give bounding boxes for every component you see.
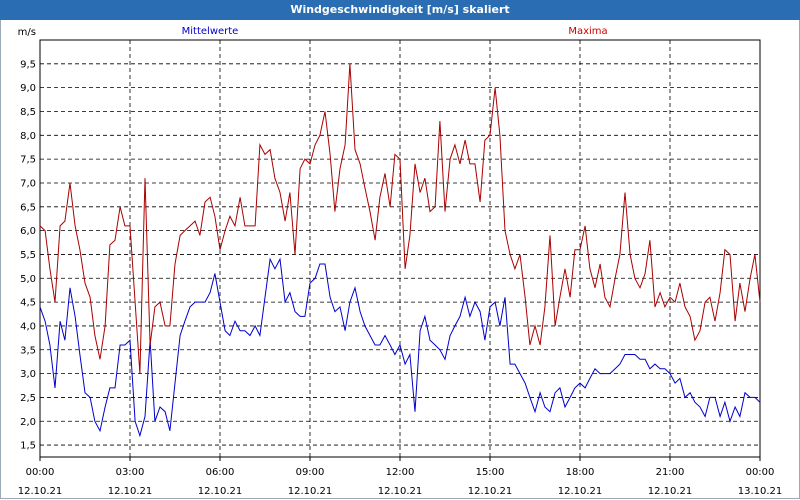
y-tick-label: 2,5 [20, 393, 36, 404]
y-tick-label: 4,5 [20, 298, 36, 309]
x-tick-label-date: 12.10.21 [648, 486, 693, 497]
y-tick-label: 5,0 [20, 274, 36, 285]
plot-area [39, 39, 761, 458]
x-tick-label-time: 09:00 [296, 467, 325, 478]
y-tick-label: 7,0 [20, 178, 36, 189]
chart-title: Windgeschwindigkeit [m/s] skaliert [0, 0, 800, 20]
x-tick-label-time: 06:00 [206, 467, 235, 478]
y-tick-label: 3,5 [20, 345, 36, 356]
series-maxima-line [39, 63, 761, 374]
y-axis-unit: m/s [18, 27, 36, 38]
legend-maxima: Maxima [568, 26, 608, 37]
y-tick-label: 6,0 [20, 226, 36, 237]
y-tick-label: 3,0 [20, 369, 36, 380]
x-tick-label-date: 12.10.21 [378, 486, 423, 497]
x-tick-label-time: 00:00 [746, 467, 775, 478]
x-tick-label-time: 18:00 [566, 467, 595, 478]
legend-mittelwerte: Mittelwerte [181, 26, 239, 37]
x-tick-label-time: 03:00 [116, 467, 145, 478]
x-tick-label-date: 12.10.21 [108, 486, 153, 497]
x-tick-label-date: 12.10.21 [288, 486, 333, 497]
x-tick-label-date: 12.10.21 [468, 486, 513, 497]
x-tick-label-time: 21:00 [656, 467, 685, 478]
y-tick-label: 9,5 [20, 59, 36, 70]
x-tick-label-time: 15:00 [476, 467, 505, 478]
x-tick-label-time: 00:00 [26, 467, 55, 478]
x-tick-label-time: 12:00 [386, 467, 415, 478]
y-tick-label: 8,5 [20, 107, 36, 118]
y-tick-label: 5,5 [20, 250, 36, 261]
y-tick-label: 8,0 [20, 131, 36, 142]
series-mittelwerte-line [39, 257, 761, 438]
x-tick-label-date: 12.10.21 [558, 486, 603, 497]
y-tick-label: 2,0 [20, 417, 36, 428]
y-tick-label: 7,5 [20, 155, 36, 166]
y-tick-label: 6,5 [20, 202, 36, 213]
x-tick-label-date: 12.10.21 [198, 486, 243, 497]
y-tick-label: 1,5 [20, 441, 36, 452]
y-tick-label: 9,0 [20, 83, 36, 94]
x-tick-label-date: 12.10.21 [18, 486, 63, 497]
x-tick-label-date: 13.10.21 [738, 486, 783, 497]
y-tick-label: 4,0 [20, 321, 36, 332]
